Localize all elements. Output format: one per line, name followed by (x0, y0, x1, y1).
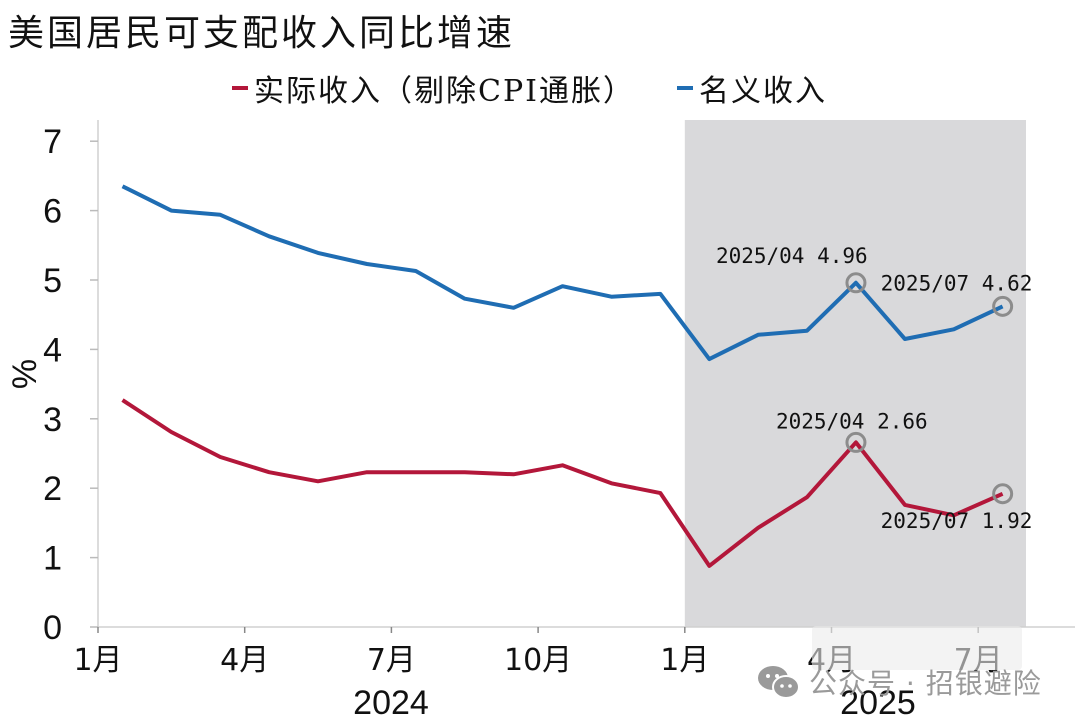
legend-swatch-nominal (677, 86, 693, 90)
x-tick-label: 1月 (660, 643, 709, 678)
x-tick-label: 4月 (220, 643, 269, 678)
faint-watermark (812, 626, 1022, 670)
annotation-marker (992, 295, 1014, 317)
year-label: 2025 (840, 684, 916, 720)
y-tick-label: 3 (43, 401, 62, 439)
series-line (121, 184, 1004, 362)
y-tick-label: 4 (43, 331, 62, 369)
series-line (121, 398, 1004, 568)
y-tick-label: 5 (43, 262, 62, 300)
annotation-marker (845, 431, 867, 453)
x-tick-label: 10月 (504, 643, 572, 678)
y-tick-label: 2 (43, 470, 62, 508)
y-tick-label: 6 (43, 193, 62, 231)
annotation-label: 2025/07 1.92 (881, 509, 1033, 533)
shaded-region (684, 120, 1026, 627)
legend: 实际收入（剔除CPI通胀） 名义收入 (232, 66, 869, 110)
y-axis-label: % (6, 359, 44, 389)
y-tick-label: 0 (43, 609, 62, 647)
shade-rect (684, 120, 1026, 627)
legend-label-nominal: 名义收入 (699, 74, 827, 109)
x-tick-label: 7月 (367, 643, 416, 678)
year-label: 2024 (353, 684, 429, 720)
y-tick-label: 1 (43, 540, 62, 578)
watermark-text: 公众号 · 招银避险 (809, 667, 1042, 700)
watermark: 公众号 · 招银避险 (757, 662, 1042, 702)
x-tick-label: 1月 (73, 643, 122, 678)
legend-item-real: 实际收入（剔除CPI通胀） (232, 66, 635, 110)
annotations: 2025/04 4.96 2025/07 4.62 2025/04 2.66 2025… (716, 244, 1032, 533)
series-lines (121, 184, 1004, 568)
annotation-label: 2025/04 4.96 (716, 244, 868, 268)
wechat-icon (758, 666, 800, 699)
legend-swatch-real (232, 86, 248, 90)
annotation-marker (992, 483, 1014, 505)
annotation-label: 2025/04 2.66 (776, 409, 928, 433)
y-tick-label: 7 (43, 123, 62, 161)
annotation-label: 2025/07 4.62 (881, 271, 1033, 295)
chart-title: 美国居民可支配收入同比增速 (8, 13, 516, 54)
legend-label-real: 实际收入（剔除CPI通胀） (254, 74, 635, 109)
annotation-marker (845, 272, 867, 294)
legend-item-nominal: 名义收入 (677, 66, 827, 110)
